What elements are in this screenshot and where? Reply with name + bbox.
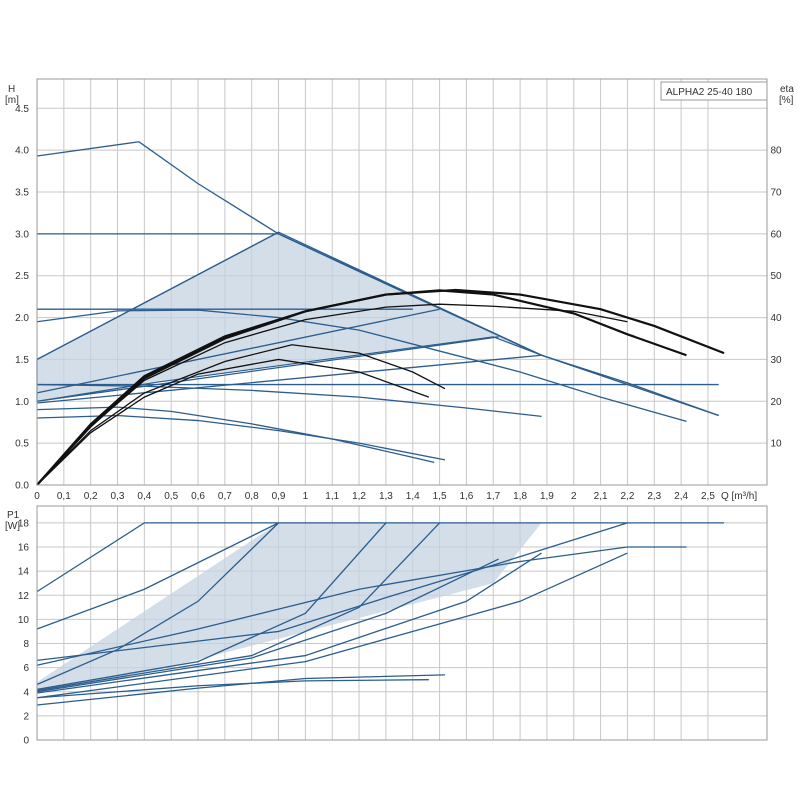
- y2-axis-unit: [%]: [779, 95, 794, 106]
- y-tick-label: 4.0: [15, 146, 29, 157]
- head-curve-11: [36, 414, 446, 461]
- power-curve-3: [36, 522, 628, 662]
- x-tick-label: 1,8: [513, 491, 527, 502]
- title-box: [660, 81, 768, 101]
- power-curve-12: [36, 679, 429, 699]
- x-tick-label: 0,9: [272, 491, 286, 502]
- x-tick-label: 1,2: [352, 491, 366, 502]
- y2-tick-label: 70: [770, 188, 782, 199]
- x-tick-label: 1,5: [433, 491, 447, 502]
- y-axis-unit: [m]: [5, 95, 19, 106]
- y2-tick-label: 80: [770, 146, 782, 157]
- bottom-plot-frame: [36, 505, 768, 741]
- x-tick-label: 1,7: [486, 491, 500, 502]
- power-operating-area: [37, 522, 542, 692]
- power-curve-10: [36, 546, 687, 666]
- x-tick-label: 1,3: [379, 491, 393, 502]
- eta-curve-4: [36, 344, 446, 486]
- x-tick-label: 2,2: [620, 491, 634, 502]
- x-tick-label: 0,5: [164, 491, 178, 502]
- y-tick-label: 3.0: [15, 229, 29, 240]
- p1-axis-unit: [W]: [5, 521, 20, 532]
- p1-tick-label: 8: [23, 639, 29, 650]
- y-tick-label: 2.5: [15, 271, 29, 282]
- x-tick-label: 1,1: [325, 491, 339, 502]
- x-tick-label: 2,3: [647, 491, 661, 502]
- y-tick-label: 1.5: [15, 355, 29, 366]
- y2-tick-label: 50: [770, 271, 782, 282]
- eta-curve-3: [36, 303, 628, 486]
- chart-title: ALPHA2 25-40 180: [666, 87, 753, 98]
- power-curve-4: [36, 522, 279, 686]
- power-curve-9: [36, 552, 628, 699]
- x-tick-label: 0,1: [57, 491, 71, 502]
- y2-tick-label: 20: [770, 397, 782, 408]
- x-tick-label: 2: [571, 491, 577, 502]
- x-tick-label: 0,3: [111, 491, 125, 502]
- head-curve-6: [36, 308, 440, 394]
- power-curve-5: [36, 522, 387, 690]
- p1-tick-label: 2: [23, 711, 29, 722]
- p1-tick-label: 18: [18, 518, 30, 529]
- head-curve-8: [36, 354, 542, 404]
- p1-tick-label: 4: [23, 687, 29, 698]
- eta-curve-2: [36, 289, 687, 486]
- head-curve-3: [36, 231, 279, 361]
- x-tick-label: 1,6: [459, 491, 473, 502]
- head-curve-12: [36, 406, 435, 464]
- y-tick-label: 0.0: [15, 481, 29, 492]
- top-plot-frame: [36, 78, 768, 486]
- x-tick-label: 1,4: [406, 491, 420, 502]
- p1-tick-label: 10: [18, 615, 30, 626]
- tick-labels: 0 0,1 0,2 0,3 0,4 0,5 0,6 0,7 0,8 0,9 1 1,1 1,2 1,3 1,…: [15, 104, 782, 747]
- shaded-operating-area: [36, 231, 542, 692]
- head-curve-10: [36, 383, 542, 418]
- head-curve-7: [36, 336, 499, 402]
- power-curve-8: [36, 552, 542, 694]
- y-tick-label: 1.0: [15, 397, 29, 408]
- y-tick-label: 2.0: [15, 313, 29, 324]
- x-tick-label: 0,7: [218, 491, 232, 502]
- x-tick-label: 2,1: [594, 491, 608, 502]
- x-tick-label: 0: [34, 491, 40, 502]
- p1-axis-label: P1: [7, 510, 20, 521]
- y2-axis-label: eta: [780, 84, 794, 95]
- power-curve-1: [36, 522, 725, 593]
- y2-tick-label: 60: [770, 229, 782, 240]
- x-tick-label: 0,6: [191, 491, 205, 502]
- y2-tick-label: 40: [770, 313, 782, 324]
- y-axis-label: H: [8, 84, 15, 95]
- y2-tick-label: 10: [770, 439, 782, 450]
- x-tick-label: 0,8: [245, 491, 259, 502]
- x-tick-label: 0,4: [137, 491, 151, 502]
- p1-tick-label: 16: [18, 543, 30, 554]
- y-tick-label: 4.5: [15, 104, 29, 115]
- p1-tick-label: 12: [18, 591, 30, 602]
- head-curve-5: [36, 309, 687, 423]
- p1-tick-label: 14: [18, 567, 30, 578]
- x-tick-label: 2,5: [701, 491, 715, 502]
- x-tick-label: 1: [303, 491, 309, 502]
- power-curve-7: [36, 558, 499, 693]
- y2-tick-label: 30: [770, 355, 782, 366]
- y-tick-label: 0.5: [15, 439, 29, 450]
- power-curve-2: [36, 522, 279, 630]
- power-curve-6: [36, 522, 441, 692]
- x-tick-label: 0,2: [84, 491, 98, 502]
- y-tick-label: 3.5: [15, 188, 29, 199]
- curve-series: [36, 141, 725, 706]
- p1-tick-label: 6: [23, 663, 29, 674]
- eta-curve-5: [36, 358, 430, 486]
- x-axis-label: Q [m³/h]: [721, 491, 757, 502]
- x-tick-label: 1,9: [540, 491, 554, 502]
- x-tick-label: 2,4: [674, 491, 688, 502]
- p1-tick-label: 0: [23, 736, 29, 747]
